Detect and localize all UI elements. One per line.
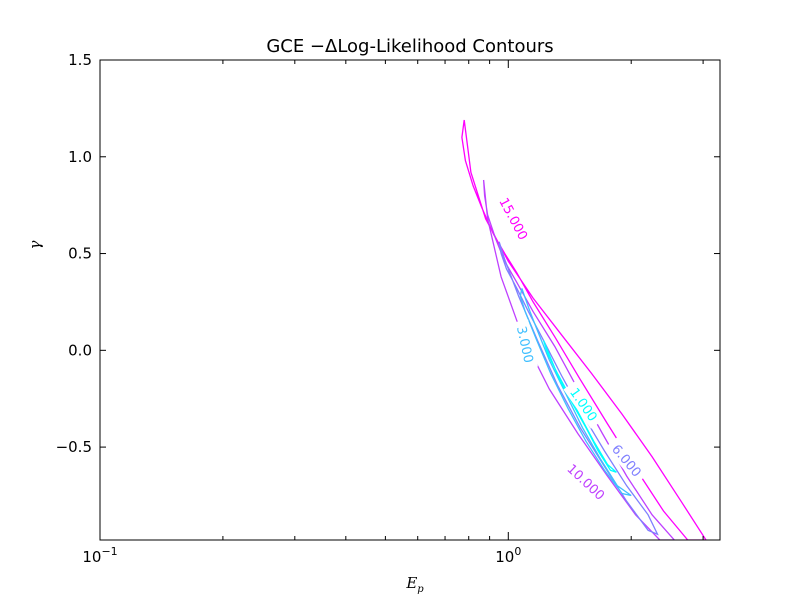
x-tick-label: 10−1 [82, 545, 117, 566]
contour-label: 15.000 [495, 196, 530, 243]
contour-label: 3.000 [513, 325, 535, 365]
axis-ticks: 1.5 1.0 0.5 0.0 −0.5 10−1 100 [56, 51, 720, 566]
y-axis-label: γ [26, 240, 44, 249]
x-axis-label-main: E [405, 574, 417, 592]
x-axis-label: Ep [405, 574, 424, 595]
contour-label: 10.000 [564, 462, 608, 504]
y-tick-label: 0.0 [68, 341, 92, 359]
contour-level-15.000 [461, 119, 707, 540]
contour-label-background [562, 459, 610, 505]
chart-title: GCE −ΔLog-Likelihood Contours [266, 36, 553, 57]
y-tick-label: 1.0 [68, 148, 92, 166]
plot-frame [99, 59, 721, 541]
y-tick-label: 0.5 [68, 245, 92, 263]
contour-label-background [563, 380, 605, 429]
x-tick-label: 100 [495, 545, 521, 566]
contour-label-background [605, 437, 649, 485]
contour-level-3.000 [519, 288, 632, 497]
y-tick-label: 1.5 [68, 51, 92, 69]
y-tick-label: −0.5 [56, 438, 92, 456]
x-axis-label-subscript: p [417, 584, 424, 595]
contour-label-background [512, 319, 539, 370]
contour-label-background [495, 193, 532, 244]
